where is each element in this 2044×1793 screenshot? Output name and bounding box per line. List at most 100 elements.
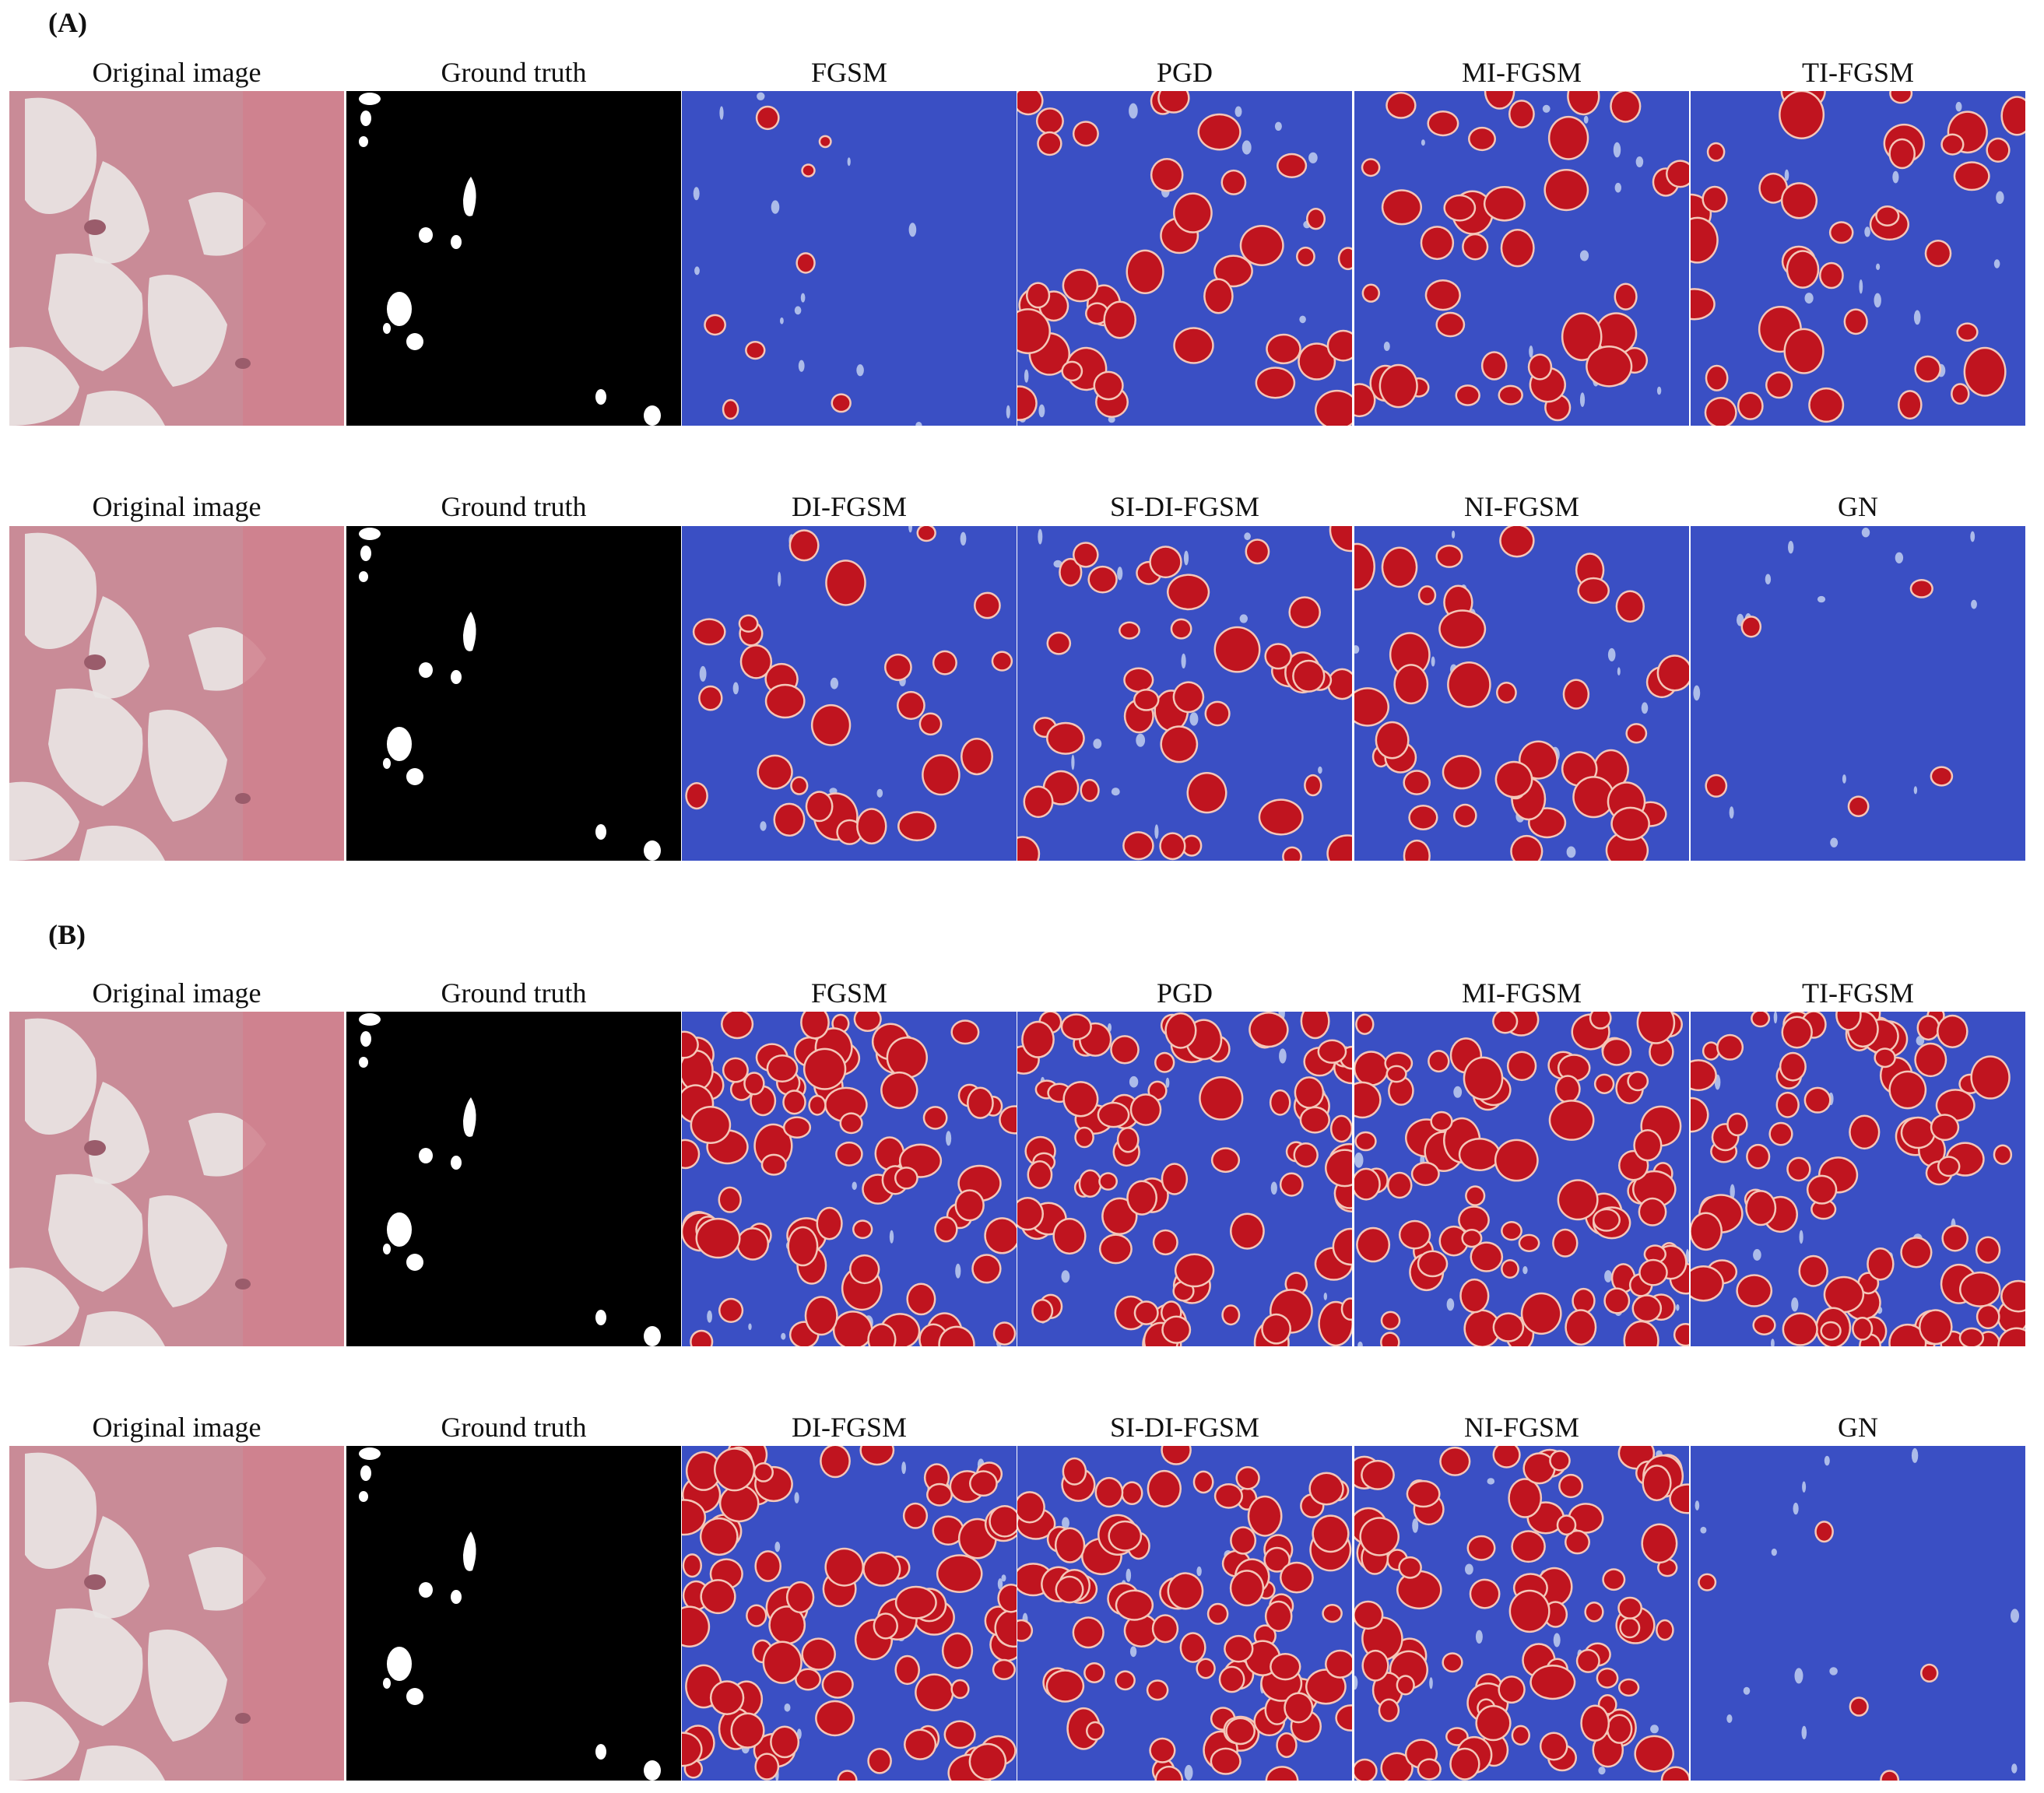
panel-caption: NI-FGSM xyxy=(1463,491,1580,522)
blob xyxy=(1112,1037,1138,1062)
speckle xyxy=(1892,170,1899,184)
blob xyxy=(1512,1532,1544,1561)
blob xyxy=(1420,587,1435,604)
speckle xyxy=(1446,1298,1455,1311)
speckle xyxy=(1913,310,1921,325)
blob xyxy=(1354,1083,1380,1117)
blob xyxy=(1017,91,1042,114)
blob xyxy=(1607,833,1647,861)
attack-heatmap xyxy=(1354,91,1689,426)
blob xyxy=(1175,194,1211,232)
blob xyxy=(1939,1157,1958,1175)
speckle xyxy=(1771,1548,1777,1556)
blob xyxy=(768,1056,796,1081)
blob xyxy=(806,1297,837,1334)
blob xyxy=(1260,800,1302,834)
blob xyxy=(1150,1739,1174,1762)
blob xyxy=(1231,1528,1255,1553)
attack-heatmap xyxy=(682,1012,1017,1346)
blob xyxy=(1955,163,1989,189)
blob xyxy=(1109,1522,1140,1550)
blob xyxy=(1182,1633,1205,1661)
panel-caption: DI-FGSM xyxy=(791,491,908,522)
blob xyxy=(1080,1171,1101,1196)
mask-region xyxy=(644,1326,661,1346)
speckle xyxy=(1196,1566,1202,1577)
nucleus xyxy=(84,1140,106,1156)
blob xyxy=(1529,355,1551,379)
blob xyxy=(1116,1672,1134,1689)
blob xyxy=(1635,1737,1673,1771)
blob xyxy=(1045,772,1077,804)
speckle xyxy=(1234,106,1242,118)
blob xyxy=(1942,135,1962,154)
blob xyxy=(1195,1472,1212,1492)
blob xyxy=(1444,756,1480,788)
blob xyxy=(921,714,940,734)
blob xyxy=(1082,781,1098,800)
blob xyxy=(1704,1043,1719,1059)
blob xyxy=(805,1050,845,1089)
panel-caption: Ground truth xyxy=(441,57,587,88)
nucleus xyxy=(235,358,251,369)
speckle xyxy=(1656,386,1662,395)
speckle xyxy=(2011,1609,2019,1623)
blob xyxy=(908,1285,934,1314)
blob xyxy=(1242,226,1283,265)
speckle xyxy=(1676,1304,1680,1311)
attack-heatmap xyxy=(1354,1446,1689,1781)
blob xyxy=(1987,139,2009,161)
speckle xyxy=(1093,739,1102,749)
speckle xyxy=(908,223,917,237)
blob xyxy=(1100,1174,1116,1189)
mask-region xyxy=(463,177,476,216)
blob xyxy=(1157,1767,1182,1781)
nucleus xyxy=(235,1279,251,1289)
speckle xyxy=(889,1230,894,1244)
blob xyxy=(1449,663,1490,707)
blob xyxy=(1405,841,1429,861)
blob xyxy=(1621,1619,1638,1637)
blob xyxy=(996,1610,1017,1646)
speckle xyxy=(1126,1568,1132,1582)
panel-caption: PGD xyxy=(1156,57,1213,88)
blob xyxy=(854,1221,871,1237)
panel-caption: Original image xyxy=(92,1412,262,1443)
blob xyxy=(1323,1605,1341,1621)
blob xyxy=(1800,1257,1827,1286)
speckle xyxy=(1861,528,1870,538)
blob xyxy=(788,1228,817,1265)
blob xyxy=(1816,1522,1832,1541)
original-image xyxy=(9,1012,344,1346)
blob xyxy=(1494,1314,1522,1341)
blob xyxy=(1961,1273,1999,1306)
blob xyxy=(1659,1560,1676,1575)
blob xyxy=(896,1168,917,1188)
blob xyxy=(869,1749,890,1773)
blob xyxy=(1017,310,1049,353)
blob xyxy=(1445,196,1474,220)
blob xyxy=(1305,776,1320,795)
blob xyxy=(918,526,935,540)
ground-truth-mask xyxy=(346,1446,681,1781)
speckle xyxy=(1753,1249,1761,1261)
blob xyxy=(888,1038,926,1077)
blob xyxy=(1451,1749,1479,1779)
mask-region xyxy=(595,1744,606,1760)
blob xyxy=(1551,1451,1569,1470)
original-image xyxy=(9,1446,344,1781)
speckle xyxy=(1799,1230,1803,1244)
blob xyxy=(701,1519,737,1554)
blob xyxy=(1413,1163,1438,1184)
speckle xyxy=(1323,1293,1327,1300)
blob xyxy=(1778,1093,1798,1117)
blob xyxy=(858,809,885,843)
speckle xyxy=(1859,279,1863,294)
blob xyxy=(1174,1282,1193,1300)
blob xyxy=(1277,1734,1296,1756)
blob xyxy=(939,1328,974,1346)
blob xyxy=(837,1143,862,1165)
mask-region xyxy=(451,670,462,684)
blob xyxy=(758,756,792,788)
nucleus xyxy=(84,219,106,235)
